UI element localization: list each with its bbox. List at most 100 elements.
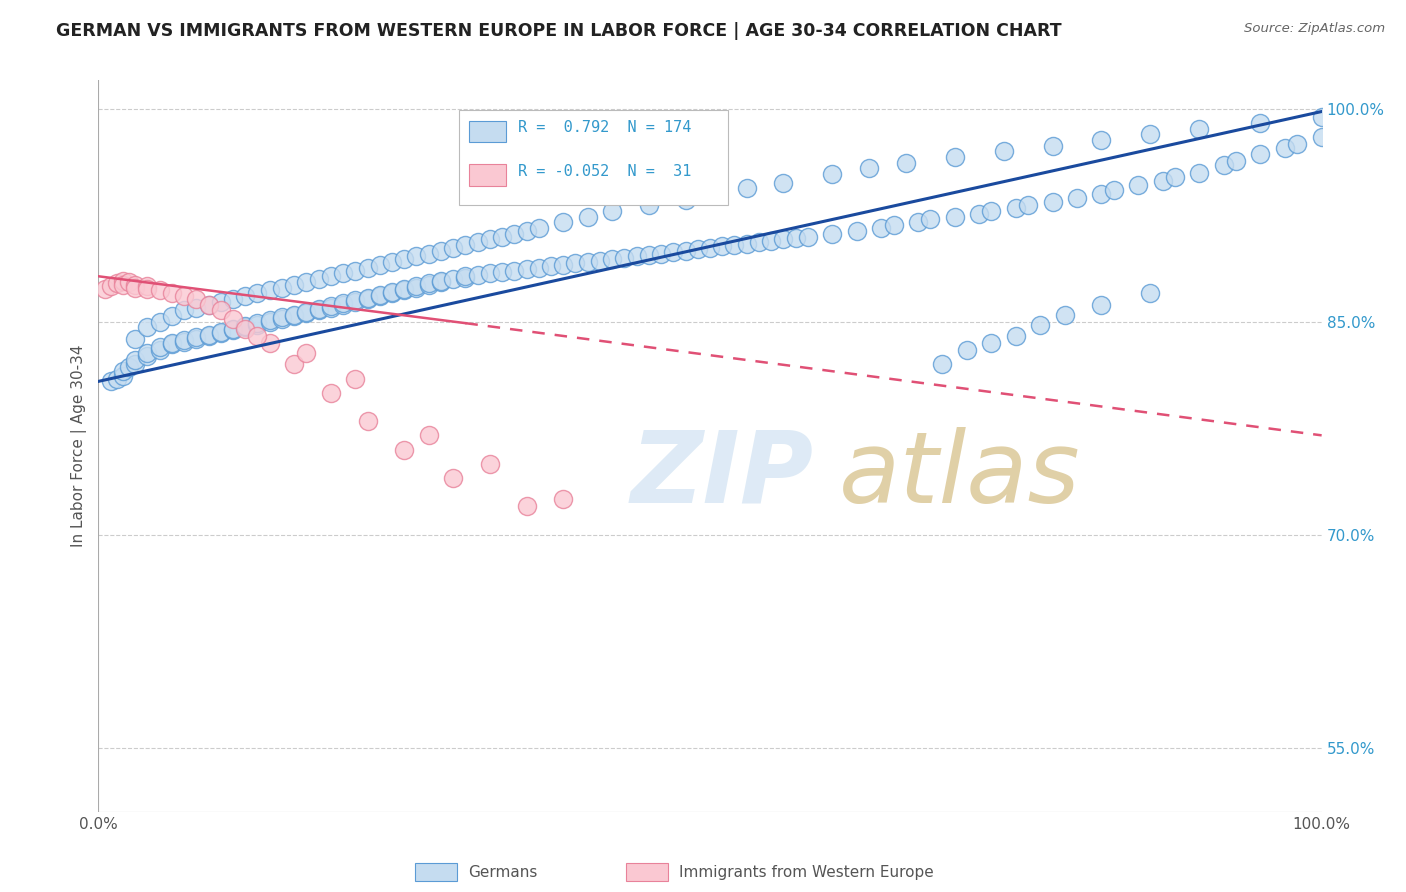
Point — [478, 457, 501, 471]
Point — [259, 284, 281, 298]
Point — [515, 224, 537, 238]
Point — [259, 336, 281, 351]
Point — [503, 227, 526, 241]
Point — [1188, 165, 1211, 179]
Point — [1139, 128, 1161, 142]
Point — [270, 280, 294, 294]
Point — [186, 301, 208, 315]
Point — [980, 336, 1002, 351]
Point — [222, 322, 245, 336]
Point — [638, 198, 661, 212]
Point — [920, 212, 942, 227]
Point — [136, 279, 159, 293]
Point — [515, 500, 537, 514]
Point — [956, 343, 979, 358]
Point — [1102, 183, 1125, 197]
Point — [173, 333, 195, 347]
Y-axis label: In Labor Force | Age 30-34: In Labor Force | Age 30-34 — [72, 344, 87, 548]
Point — [118, 360, 141, 375]
Point — [319, 385, 342, 400]
Point — [894, 155, 917, 169]
FancyBboxPatch shape — [470, 120, 506, 143]
Point — [308, 272, 330, 286]
Point — [124, 353, 146, 368]
Point — [160, 286, 183, 301]
Point — [344, 371, 367, 385]
Point — [1042, 138, 1064, 153]
Point — [259, 315, 281, 329]
Point — [454, 269, 477, 284]
Point — [233, 322, 256, 336]
Point — [405, 249, 427, 263]
Point — [233, 289, 256, 303]
Point — [356, 291, 378, 305]
Point — [845, 224, 868, 238]
Point — [478, 267, 501, 281]
Point — [392, 282, 416, 296]
Point — [246, 316, 269, 330]
Point — [1225, 154, 1247, 169]
Text: Immigrants from Western Europe: Immigrants from Western Europe — [679, 865, 934, 880]
Point — [111, 364, 134, 378]
Point — [576, 210, 599, 224]
Point — [418, 277, 440, 292]
Point — [186, 292, 208, 306]
Point — [943, 210, 966, 224]
Point — [308, 303, 330, 318]
Point — [1212, 159, 1234, 173]
Point — [197, 327, 219, 342]
Point — [283, 309, 305, 323]
Point — [1164, 169, 1187, 184]
Point — [553, 492, 575, 507]
Point — [735, 181, 758, 195]
Point — [186, 330, 208, 344]
Text: R = -0.052  N =  31: R = -0.052 N = 31 — [517, 164, 692, 179]
Point — [761, 234, 783, 248]
Point — [748, 235, 770, 250]
Point — [564, 256, 586, 270]
Point — [319, 269, 342, 284]
Point — [883, 218, 905, 232]
Point — [344, 263, 367, 277]
Point — [1152, 174, 1174, 188]
Point — [1066, 191, 1088, 205]
Point — [797, 229, 820, 244]
Point — [821, 227, 844, 241]
Point — [1310, 130, 1333, 145]
Point — [553, 258, 575, 272]
Point — [638, 248, 661, 262]
Point — [356, 292, 378, 306]
Text: Source: ZipAtlas.com: Source: ZipAtlas.com — [1244, 22, 1385, 36]
Point — [100, 279, 122, 293]
Point — [686, 242, 709, 256]
Point — [209, 326, 232, 340]
Point — [149, 315, 172, 329]
Point — [319, 301, 342, 315]
Point — [149, 343, 172, 358]
Point — [600, 203, 623, 218]
Point — [527, 260, 550, 275]
Point — [735, 236, 758, 251]
Point — [368, 258, 391, 272]
Point — [270, 311, 294, 326]
Point — [1286, 137, 1309, 152]
Point — [441, 471, 464, 485]
Point — [785, 231, 807, 245]
Point — [295, 305, 318, 319]
Point — [222, 323, 245, 337]
Point — [589, 253, 612, 268]
Point — [430, 274, 453, 288]
Point — [491, 265, 513, 279]
FancyBboxPatch shape — [470, 164, 506, 186]
Point — [454, 270, 477, 285]
Point — [1188, 121, 1211, 136]
Point — [870, 221, 893, 235]
Point — [356, 260, 378, 275]
Point — [1249, 116, 1271, 130]
Point — [553, 215, 575, 229]
Point — [993, 145, 1015, 159]
Point — [503, 263, 526, 277]
Point — [1004, 201, 1026, 215]
Point — [356, 414, 378, 428]
Point — [821, 167, 844, 181]
